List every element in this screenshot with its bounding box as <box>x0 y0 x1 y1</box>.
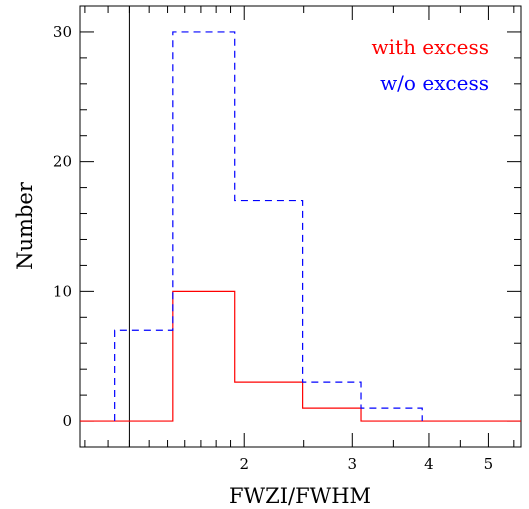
x-tick-label: 5 <box>484 455 494 473</box>
y-axis-title: Number <box>13 181 37 270</box>
y-tick-label: 10 <box>53 282 72 300</box>
legend: with excess w/o excess <box>372 35 489 95</box>
legend-entry-without-excess: w/o excess <box>380 71 489 95</box>
axis-ticks <box>80 5 521 448</box>
series-layer <box>80 31 521 422</box>
x-tick-label: 3 <box>348 455 358 473</box>
y-tick-label: 0 <box>62 412 72 430</box>
series-with-excess-step <box>80 290 521 422</box>
x-tick-label: 4 <box>424 455 434 473</box>
x-tick-label: 2 <box>239 455 249 473</box>
y-tick-label: 20 <box>53 153 72 171</box>
series-without-excess-step <box>114 31 423 422</box>
legend-entry-with-excess: with excess <box>372 35 489 59</box>
y-tick-label: 30 <box>53 23 72 41</box>
plot-frame <box>79 5 522 448</box>
tick-labels: 0 10 20 30 2 3 4 5 <box>53 23 493 473</box>
x-axis-title: FWZI/FWHM <box>229 484 371 508</box>
